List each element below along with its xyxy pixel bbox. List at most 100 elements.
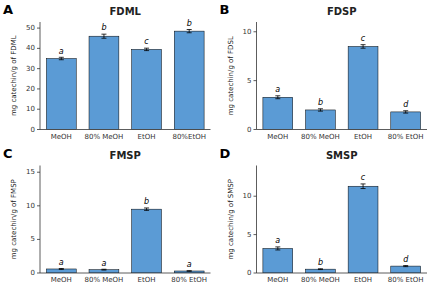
x-axis	[40, 273, 211, 274]
error-bar	[275, 247, 280, 250]
y-tick	[37, 172, 40, 173]
error-cap	[187, 32, 192, 33]
y-tick	[37, 68, 40, 69]
error-cap	[275, 246, 280, 247]
x-tick-label: EtOH	[354, 133, 372, 141]
y-tick	[254, 196, 257, 197]
error-cap	[101, 38, 106, 39]
title: FDML	[110, 6, 142, 17]
y-tick-label: 10	[26, 202, 35, 210]
error-cap	[361, 44, 366, 45]
error-cap	[275, 98, 280, 99]
error-cap	[318, 268, 323, 269]
error-bar	[101, 34, 106, 38]
panel-label: B	[220, 2, 230, 17]
error-bar	[187, 270, 192, 272]
y-tick-label: 0	[31, 126, 35, 134]
error-cap	[318, 108, 323, 109]
x-tick-label: EtOH	[138, 276, 156, 284]
error-cap	[361, 183, 366, 184]
y-tick	[37, 239, 40, 240]
error-line	[277, 96, 278, 99]
x-tick-label: MeOH	[51, 276, 72, 284]
y-tick-label: 40	[26, 44, 35, 52]
error-cap	[187, 29, 192, 30]
y-axis	[40, 166, 41, 274]
x-axis	[40, 129, 211, 130]
y-axis-label: mg catechin/g of SMSP	[227, 179, 235, 260]
y-tick	[37, 48, 40, 49]
error-cap	[361, 48, 366, 49]
y-tick	[254, 234, 257, 235]
title: SMSP	[326, 150, 358, 161]
error-cap	[144, 207, 149, 208]
bar	[348, 186, 378, 273]
error-cap	[403, 113, 408, 114]
panel: abcb01020304050MeOH80% MeOHEtOH80%EtOHmg…	[3, 2, 211, 141]
error-cap	[361, 188, 366, 189]
x-tick-label: 80% MeOH	[84, 133, 123, 141]
error-cap	[187, 270, 192, 271]
y-tick-label: 5	[31, 235, 35, 243]
error-line	[103, 34, 104, 38]
y-axis-label: mg catechin/g of FMSP	[10, 179, 18, 259]
error-cap	[59, 57, 64, 58]
y-tick-label: 5	[247, 77, 251, 85]
y-tick-label: 0	[247, 126, 251, 134]
bar	[89, 270, 119, 273]
bar	[263, 248, 293, 273]
bar	[391, 266, 421, 273]
x-tick-label: EtOH	[354, 276, 372, 284]
y-tick	[37, 88, 40, 89]
x-tick-label: 80% MeOH	[301, 133, 340, 141]
significance-label: a	[59, 258, 64, 267]
error-bar	[403, 111, 408, 113]
x-tick-label: 80% MeOH	[84, 276, 123, 284]
error-bar	[59, 268, 64, 270]
bar	[132, 49, 162, 129]
y-tick	[37, 273, 40, 274]
error-bar	[403, 266, 408, 267]
bar	[46, 269, 76, 273]
y-tick-label: 50	[26, 24, 35, 32]
significance-label: c	[144, 37, 149, 46]
panel-label: A	[3, 2, 13, 17]
error-bar	[59, 57, 64, 59]
error-bar	[275, 96, 280, 99]
y-tick-label: 0	[31, 269, 35, 277]
significance-label: b	[144, 197, 149, 206]
x-tick-label: 80% EtOH	[388, 276, 424, 284]
y-tick	[254, 31, 257, 32]
x-tick-label: 80% EtOH	[388, 133, 424, 141]
bar	[174, 31, 204, 129]
y-tick	[37, 205, 40, 206]
x-tick-label: 80%EtOH	[172, 133, 206, 141]
error-line	[277, 247, 278, 250]
y-tick-label: 5	[247, 231, 251, 239]
x-tick-label: MeOH	[267, 133, 288, 141]
y-tick	[254, 129, 257, 130]
significance-label: b	[318, 258, 323, 267]
y-axis	[256, 166, 257, 274]
panel: aaba051015MeOH80% MeOHEtOH80% EtOHmg cat…	[3, 146, 211, 285]
bar	[263, 97, 293, 129]
plot-area	[263, 184, 421, 273]
error-line	[363, 45, 364, 49]
x-tick-label: 80% EtOH	[171, 276, 207, 284]
panel-label: D	[220, 146, 231, 161]
error-cap	[275, 95, 280, 96]
bar	[46, 59, 76, 130]
y-tick	[254, 273, 257, 274]
figure: abcb01020304050MeOH80% MeOHEtOH80%EtOHmg…	[0, 0, 433, 287]
bar	[306, 269, 336, 273]
error-bar	[318, 268, 323, 270]
error-bar	[144, 208, 149, 210]
bar	[89, 36, 119, 129]
error-bar	[361, 184, 366, 189]
significance-label: a	[275, 85, 280, 94]
significance-label: d	[403, 100, 409, 109]
x-tick-label: EtOH	[138, 133, 156, 141]
y-tick	[37, 109, 40, 110]
error-bar	[144, 48, 149, 50]
error-cap	[101, 34, 106, 35]
